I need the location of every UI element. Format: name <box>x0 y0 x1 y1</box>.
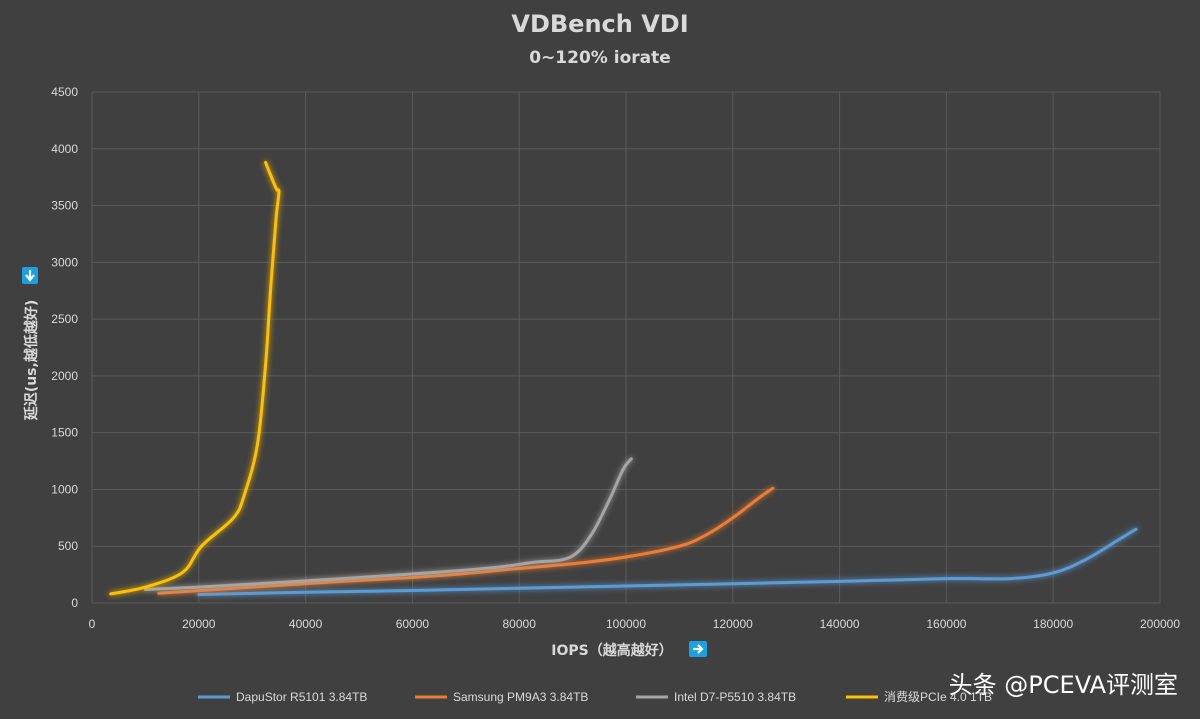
x-tick-label: 0 <box>89 617 96 631</box>
x-tick-label: 60000 <box>396 617 430 631</box>
x-tick-label: 160000 <box>926 617 966 631</box>
x-tick-label: 140000 <box>820 617 860 631</box>
legend-label: Samsung PM9A3 3.84TB <box>453 690 588 704</box>
watermark: 头条 @PCEVA评测室 <box>949 671 1178 699</box>
y-tick-label: 0 <box>71 596 78 610</box>
y-tick-label: 3000 <box>51 255 78 269</box>
arrow-right-icon <box>689 641 707 657</box>
x-axis-title: IOPS（越高越好） <box>551 641 707 659</box>
legend-label: DapuStor R5101 3.84TB <box>236 690 367 704</box>
y-tick-label: 4000 <box>51 142 78 156</box>
y-tick-label: 1500 <box>51 426 78 440</box>
arrow-down-icon <box>22 267 38 284</box>
y-tick-label: 2000 <box>51 369 78 383</box>
x-tick-label: 80000 <box>503 617 537 631</box>
y-tick-labels: 0 500 1000 1500 2000 2500 3000 3500 4000 4500 <box>51 85 78 610</box>
series-line-4 <box>109 160 281 596</box>
series-line-2 <box>157 486 775 595</box>
y-tick-label: 500 <box>58 539 78 553</box>
y-tick-label: 4500 <box>51 85 78 99</box>
series-lines <box>109 160 1138 596</box>
grid-lines <box>91 91 1161 604</box>
y-tick-label: 1000 <box>51 482 78 496</box>
x-tick-label: 100000 <box>606 617 646 631</box>
y-tick-label: 2500 <box>51 312 78 326</box>
x-tick-label: 200000 <box>1140 617 1180 631</box>
x-tick-label: 20000 <box>182 617 216 631</box>
chart-subtitle: 0~120% iorate <box>529 48 671 68</box>
x-tick-label: 180000 <box>1033 617 1073 631</box>
chart-title: VDBench VDI <box>511 10 688 38</box>
legend-label: 消费级PCIe 4.0 1TB <box>884 690 992 704</box>
x-tick-labels: 0 20000 40000 60000 80000 100000 120000 140000 1… <box>89 617 1181 631</box>
legend: DapuStor R5101 3.84TB Samsung PM9A3 3.84T… <box>198 690 992 704</box>
legend-label: Intel D7-P5510 3.84TB <box>674 690 796 704</box>
series-line-1 <box>197 527 1138 596</box>
series-line-3 <box>143 457 633 591</box>
y-tick-label: 3500 <box>51 199 78 213</box>
x-tick-label: 40000 <box>289 617 323 631</box>
x-tick-label: 120000 <box>713 617 753 631</box>
x-axis-label: IOPS（越高越好） <box>551 642 672 659</box>
y-axis-label: 延迟(us,越低越好) <box>23 300 40 421</box>
y-axis-title: 延迟(us,越低越好) <box>22 267 40 421</box>
